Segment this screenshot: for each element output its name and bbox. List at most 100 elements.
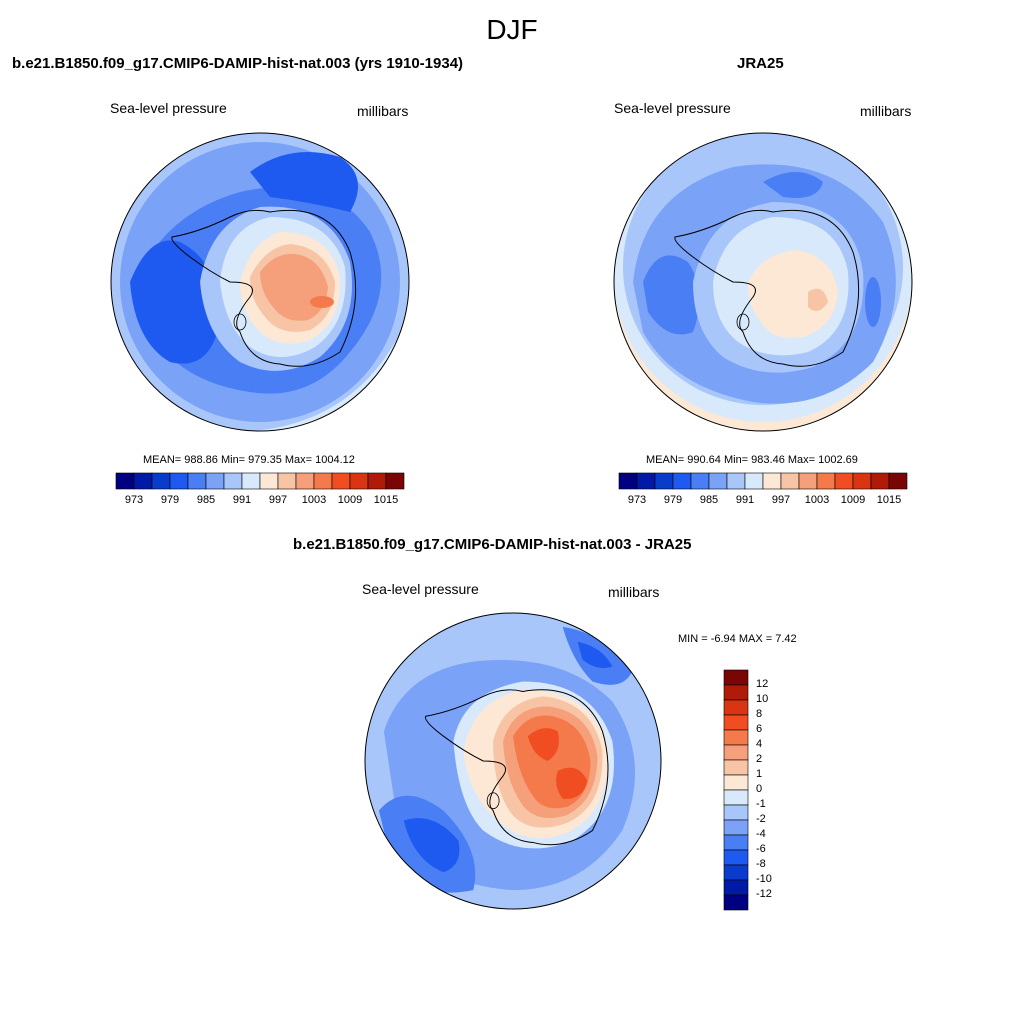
colorbar-swatch — [723, 729, 749, 746]
main-title: DJF — [486, 14, 538, 45]
panel-2-colorbar-ticks: 973 979 985 991 997 1003 1009 1015 — [619, 494, 907, 508]
colorbar-tick-label: 1009 — [337, 494, 363, 506]
colorbar-tick-label: 1003 — [301, 494, 327, 506]
colorbar-swatch — [723, 684, 749, 701]
colorbar-swatch — [331, 472, 351, 490]
colorbar-swatch — [723, 879, 749, 896]
colorbar-swatch — [133, 472, 153, 490]
colorbar-tick-label: -6 — [756, 843, 766, 855]
colorbar-tick-label: 1 — [756, 768, 763, 780]
colorbar-tick-label: 2 — [756, 753, 763, 765]
panel-2-variable-label: Sea-level pressure — [614, 100, 731, 116]
colorbar-swatch — [169, 472, 189, 490]
colorbar-swatch — [723, 894, 749, 911]
colorbar-swatch — [723, 774, 749, 791]
panel-1-stats: MEAN= 988.86 Min= 979.35 Max= 1004.12 — [143, 454, 355, 466]
panel-1-polar-map — [110, 132, 410, 432]
colorbar-tick-label: -2 — [756, 813, 766, 825]
panel-1-colorbar — [115, 472, 405, 490]
colorbar-swatch — [762, 472, 782, 490]
colorbar-swatch — [723, 744, 749, 761]
panel-1-units-label: millibars — [357, 103, 409, 119]
colorbar-tick-label: 1015 — [373, 494, 399, 506]
colorbar-swatch — [723, 789, 749, 806]
panel-1-title: b.e21.B1850.f09_g17.CMIP6-DAMIP-hist-nat… — [12, 55, 464, 72]
panel-2-title: JRA25 — [737, 55, 784, 72]
colorbar-tick-label: 997 — [771, 494, 791, 506]
colorbar-swatch — [654, 472, 674, 490]
colorbar-swatch — [223, 472, 243, 490]
colorbar-swatch — [888, 472, 908, 490]
colorbar-swatch — [852, 472, 872, 490]
colorbar-swatch — [349, 472, 369, 490]
panel-3-colorbar-ticks: 12 10 8 6 4 2 1 0 -1 -2 -4 -6 -8 -10 -12 — [756, 670, 796, 910]
colorbar-swatch — [798, 472, 818, 490]
colorbar-swatch — [618, 472, 638, 490]
colorbar-tick-label: 1003 — [804, 494, 830, 506]
colorbar-swatch — [834, 472, 854, 490]
colorbar-swatch — [723, 849, 749, 866]
colorbar-tick-label: 979 — [160, 494, 180, 506]
colorbar-swatch — [723, 699, 749, 716]
panel-2-colorbar — [618, 472, 908, 490]
colorbar-swatch — [723, 714, 749, 731]
colorbar-tick-label: -8 — [756, 858, 766, 870]
colorbar-tick-label: 985 — [699, 494, 719, 506]
colorbar-tick-label: 6 — [756, 723, 763, 735]
colorbar-swatch — [313, 472, 333, 490]
panel-1-variable-label: Sea-level pressure — [110, 100, 227, 116]
colorbar-tick-label: -4 — [756, 828, 766, 840]
colorbar-tick-label: 997 — [268, 494, 288, 506]
colorbar-tick-label: -10 — [756, 873, 772, 885]
panel-1-colorbar-ticks: 973 979 985 991 997 1003 1009 1015 — [116, 494, 404, 508]
colorbar-tick-label: 10 — [756, 693, 769, 705]
panel-3-variable-label: Sea-level pressure — [362, 581, 479, 597]
colorbar-swatch — [367, 472, 387, 490]
colorbar-swatch — [816, 472, 836, 490]
colorbar-swatch — [636, 472, 656, 490]
colorbar-swatch — [115, 472, 135, 490]
colorbar-swatch — [151, 472, 171, 490]
colorbar-tick-label: 4 — [756, 738, 763, 750]
colorbar-tick-label: 12 — [756, 678, 769, 690]
colorbar-swatch — [723, 759, 749, 776]
colorbar-tick-label: 973 — [124, 494, 144, 506]
colorbar-swatch — [780, 472, 800, 490]
panel-3-colorbar — [723, 669, 749, 911]
colorbar-tick-label: 973 — [627, 494, 647, 506]
panel-3-units-label: millibars — [608, 584, 660, 600]
colorbar-swatch — [726, 472, 746, 490]
colorbar-swatch — [259, 472, 279, 490]
colorbar-tick-label: 985 — [196, 494, 216, 506]
colorbar-swatch — [385, 472, 405, 490]
colorbar-tick-label: 991 — [735, 494, 755, 506]
colorbar-swatch — [723, 669, 749, 686]
colorbar-swatch — [723, 834, 749, 851]
colorbar-tick-label: 1015 — [876, 494, 902, 506]
colorbar-swatch — [241, 472, 261, 490]
colorbar-tick-label: -1 — [756, 798, 766, 810]
colorbar-swatch — [870, 472, 890, 490]
colorbar-tick-label: 1009 — [840, 494, 866, 506]
colorbar-swatch — [187, 472, 207, 490]
colorbar-swatch — [672, 472, 692, 490]
panel-3-polar-map — [364, 612, 662, 910]
colorbar-swatch — [295, 472, 315, 490]
colorbar-swatch — [723, 864, 749, 881]
colorbar-swatch — [277, 472, 297, 490]
colorbar-swatch — [723, 804, 749, 821]
panel-2-polar-map — [613, 132, 913, 432]
colorbar-tick-label: 979 — [663, 494, 683, 506]
colorbar-swatch — [744, 472, 764, 490]
panel-2-stats: MEAN= 990.64 Min= 983.46 Max= 1002.69 — [646, 454, 858, 466]
colorbar-tick-label: 8 — [756, 708, 763, 720]
colorbar-tick-label: 0 — [756, 783, 763, 795]
colorbar-tick-label: -12 — [756, 888, 772, 900]
panel-3-title: b.e21.B1850.f09_g17.CMIP6-DAMIP-hist-nat… — [293, 536, 692, 553]
colorbar-swatch — [723, 819, 749, 836]
colorbar-swatch — [690, 472, 710, 490]
panel-2-units-label: millibars — [860, 103, 912, 119]
panel-3-stats: MIN = -6.94 MAX = 7.42 — [678, 633, 797, 645]
colorbar-swatch — [205, 472, 225, 490]
colorbar-tick-label: 991 — [232, 494, 252, 506]
